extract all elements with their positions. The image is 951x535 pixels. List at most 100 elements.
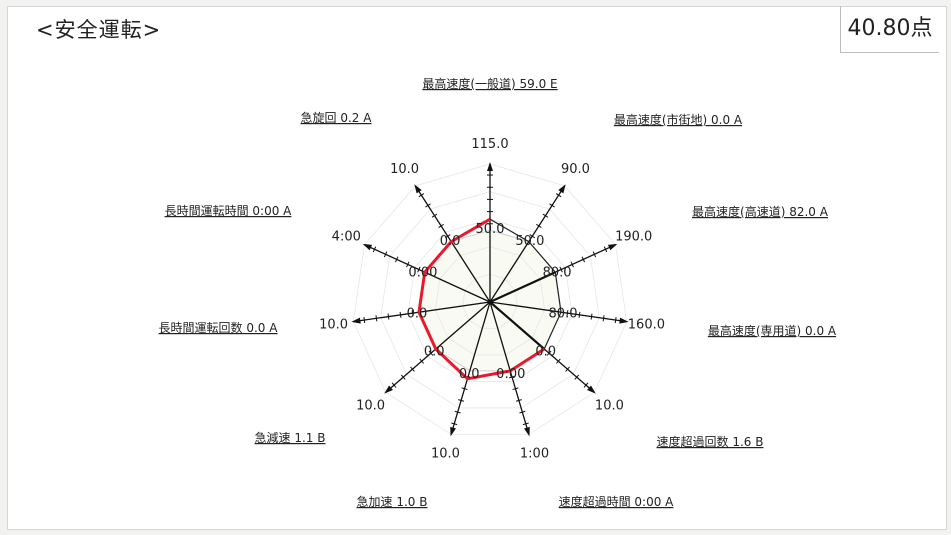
- axis-inner-label: 50.0: [476, 222, 505, 237]
- axis-tick: [578, 311, 581, 318]
- axis-tick: [375, 315, 378, 322]
- axis-max-label: 4:00: [332, 229, 361, 244]
- axis-tick: [546, 350, 552, 356]
- axis-tick: [461, 387, 468, 391]
- axis-tick: [522, 422, 529, 426]
- axis-inner-label: 0.0: [440, 234, 461, 249]
- axis-tick: [565, 366, 570, 372]
- axis-arrow: [558, 184, 566, 194]
- axis-tick: [399, 311, 402, 318]
- radar-ring: [434, 246, 546, 356]
- axis-arrow: [587, 385, 596, 394]
- total-score: 40.80点: [840, 6, 939, 53]
- axis-tick: [581, 256, 586, 263]
- radar-bold-spoke: [489, 271, 556, 304]
- axis-tick: [425, 203, 431, 208]
- axis-inner-label: 80.0: [543, 265, 572, 280]
- axis-tick: [411, 310, 414, 317]
- axis-tick: [542, 213, 549, 218]
- axis-tick: [418, 193, 425, 198]
- axis-inner-label: 0:00: [496, 367, 525, 382]
- axis-tick: [566, 310, 569, 317]
- axis-category-label: 速度超過時間 0:00 A: [559, 494, 675, 509]
- axis-tick: [419, 358, 425, 364]
- axis-tick: [458, 399, 465, 402]
- axis-tick: [559, 266, 563, 273]
- axis-tick: [417, 266, 421, 273]
- axis-tick: [383, 251, 388, 258]
- axis-tick: [509, 375, 516, 379]
- axis-tick: [590, 313, 593, 320]
- axis-category-label: 最高速度(高速道) 82.0 A: [692, 204, 829, 219]
- axis-inner-label: 80.0: [549, 306, 578, 321]
- axis-inner-label: 50.0: [515, 234, 544, 249]
- radar-ring: [407, 218, 573, 382]
- axis-max-label: 1:00: [520, 447, 549, 462]
- radar-bold-spoke: [489, 301, 545, 350]
- axis-arrow: [362, 243, 373, 251]
- axis-max-label: 10.0: [390, 162, 419, 177]
- axis-tick: [394, 256, 399, 263]
- radar-score-outline: [489, 218, 562, 350]
- axis-tick: [410, 366, 415, 372]
- axis-tick: [536, 223, 542, 228]
- axis-arrow: [414, 184, 422, 194]
- axis-max-label: 190.0: [615, 229, 652, 244]
- axis-tick: [363, 317, 366, 324]
- axis-tick: [372, 246, 377, 253]
- radar-ring: [462, 273, 518, 329]
- axis-category-label: 最高速度(専用道) 0.0 A: [708, 323, 837, 338]
- axis-tick: [444, 234, 451, 239]
- axis-category-label: 長時間運転回数 0.0 A: [159, 320, 279, 335]
- axis-category-label: 最高速度(一般道) 59.0 E: [422, 76, 557, 91]
- axis-tick: [515, 399, 522, 402]
- axis-category-label: 速度超過回数 1.6 B: [657, 434, 764, 449]
- axis-tick: [529, 234, 536, 239]
- axis-inner-label: 0.0: [407, 306, 428, 321]
- axis-tick: [451, 422, 458, 426]
- axis-tick: [614, 317, 617, 324]
- axis-max-label: 10.0: [595, 398, 624, 413]
- axis-category-label: 急旋回 0.2 A: [301, 110, 373, 125]
- axis-arrow: [524, 426, 530, 437]
- axis-inner-label: 0.0: [459, 367, 480, 382]
- axis-tick: [592, 251, 597, 258]
- axis-tick: [428, 350, 434, 356]
- axis-tick: [387, 313, 390, 320]
- axis-tick: [519, 410, 526, 414]
- axis-max-label: 10.0: [356, 398, 385, 413]
- axis-tick: [603, 246, 608, 253]
- axis-arrow: [619, 317, 629, 324]
- section-title: <安全運転>: [36, 18, 162, 42]
- axis-category-label: 長時間運転時間 0:00 A: [165, 204, 293, 218]
- axis-tick: [400, 374, 406, 380]
- axis-inner-label: 0.00: [408, 265, 437, 280]
- axis-tick: [570, 261, 574, 268]
- axis-category-label: 急加速 1.0 B: [357, 494, 428, 509]
- axis-tick: [583, 382, 589, 388]
- axis-tick: [602, 315, 605, 322]
- axis-max-label: 10.0: [319, 317, 348, 332]
- axis-tick: [555, 358, 561, 364]
- axis-max-label: 160.0: [628, 317, 665, 332]
- axis-arrow: [607, 243, 618, 251]
- axis-arrow: [384, 385, 393, 394]
- axis-arrow: [351, 317, 361, 324]
- axis-tick: [438, 223, 444, 228]
- axis-inner-label: 0.0: [535, 344, 556, 359]
- axis-inner-label: 0.0: [424, 344, 445, 359]
- axis-tick: [391, 382, 397, 388]
- axis-max-label: 10.0: [431, 447, 460, 462]
- radar-ring: [380, 191, 600, 409]
- axis-tick: [406, 261, 410, 268]
- axis-tick: [574, 374, 580, 380]
- axis-max-label: 115.0: [471, 137, 508, 152]
- axis-category-label: 最高速度(市街地) 0.0 A: [614, 112, 743, 127]
- axis-tick: [512, 387, 519, 391]
- axis-tick: [549, 203, 555, 208]
- axis-category-label: 急減速 1.1 B: [255, 430, 326, 445]
- radar-ring: [352, 163, 628, 435]
- axis-tick: [555, 193, 562, 198]
- axis-tick: [454, 410, 461, 414]
